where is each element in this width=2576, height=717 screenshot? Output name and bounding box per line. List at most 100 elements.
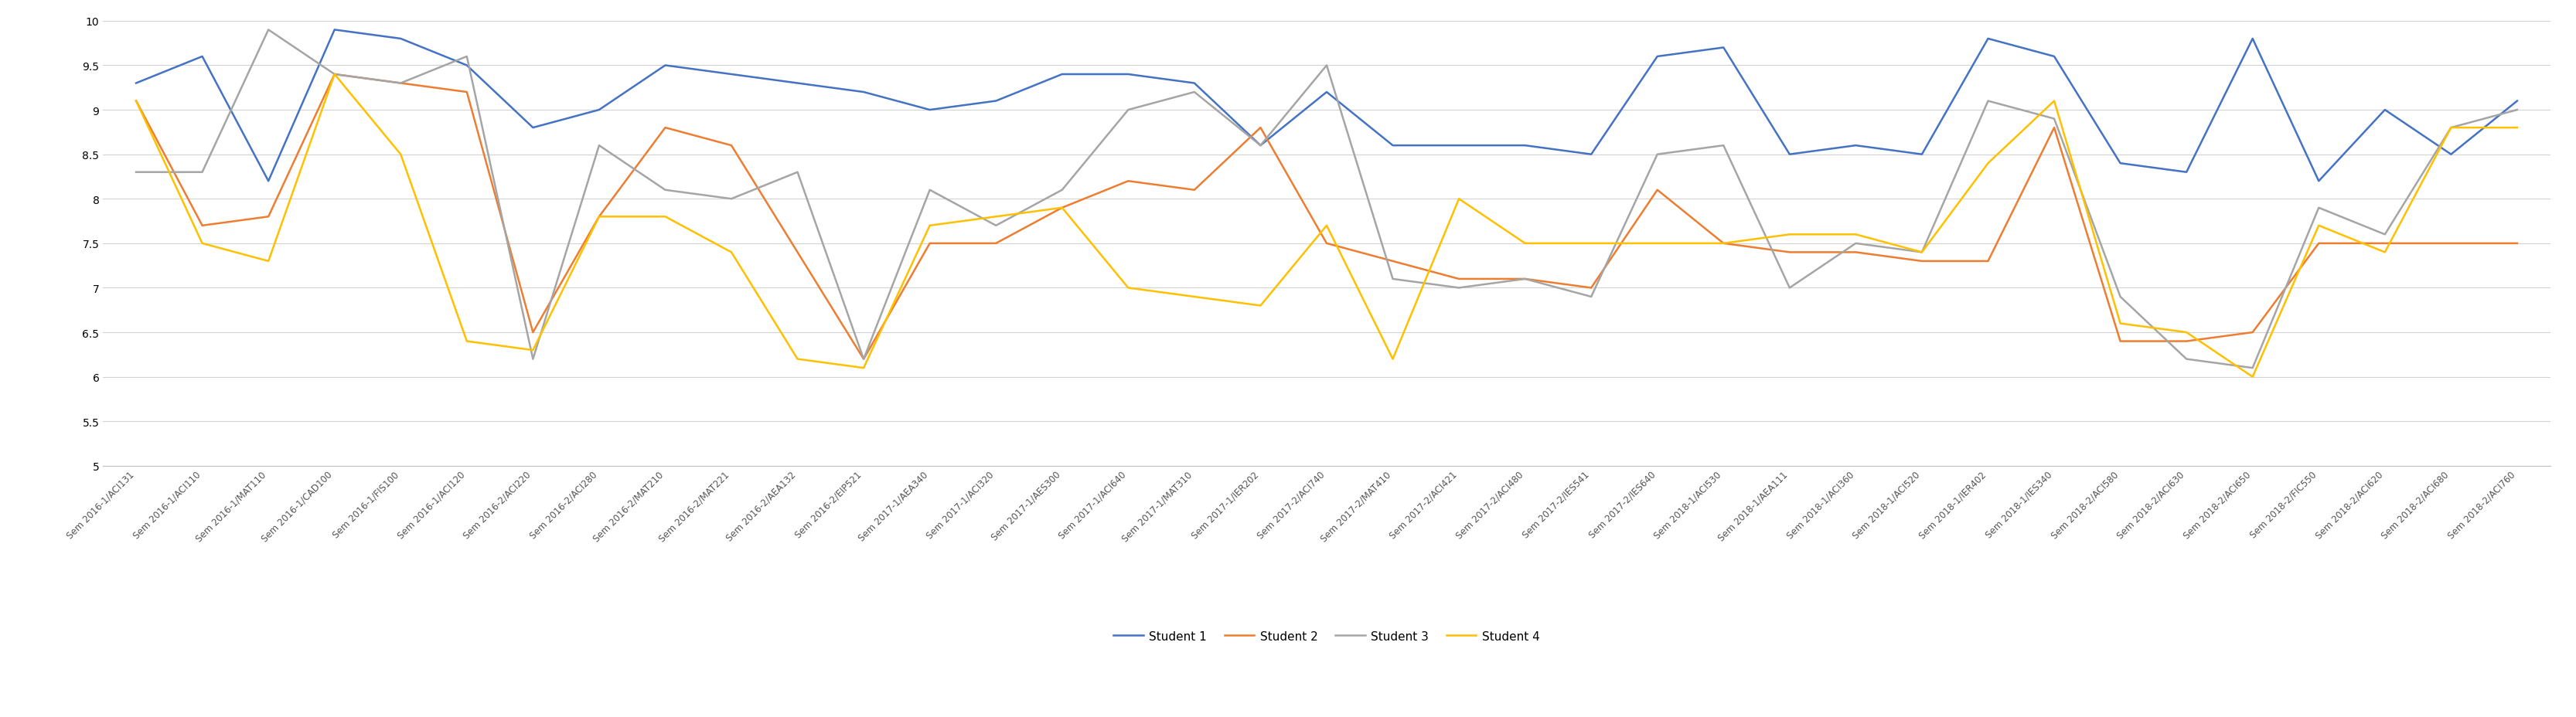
- Student 2: [319, 70, 350, 79]
- Student 1: [518, 124, 549, 133]
- Student 2: [981, 239, 1012, 248]
- Student 2: [1113, 177, 1144, 186]
- Student 4: [2105, 320, 2136, 328]
- Student 4: [1378, 355, 1409, 364]
- Student 2: [649, 124, 680, 133]
- Student 4: [1113, 284, 1144, 293]
- Student 3: [2038, 115, 2069, 123]
- Student 3: [2501, 106, 2532, 115]
- Student 1: [649, 62, 680, 70]
- Student 3: [2370, 231, 2401, 239]
- Student 4: [1180, 293, 1211, 301]
- Line: Student 1: Student 1: [137, 30, 2517, 181]
- Student 4: [451, 337, 482, 346]
- Student 1: [451, 62, 482, 70]
- Student 3: [2172, 355, 2202, 364]
- Student 4: [914, 222, 945, 230]
- Student 2: [1708, 239, 1739, 248]
- Student 4: [1641, 239, 1672, 248]
- Student 2: [848, 355, 878, 364]
- Student 2: [2434, 239, 2465, 248]
- Student 2: [1244, 124, 1275, 133]
- Student 2: [1046, 204, 1077, 212]
- Student 3: [1311, 62, 1342, 70]
- Student 3: [386, 80, 417, 88]
- Student 4: [2370, 248, 2401, 257]
- Student 4: [386, 151, 417, 159]
- Student 3: [783, 168, 814, 177]
- Student 3: [2236, 364, 2267, 373]
- Student 4: [2434, 124, 2465, 133]
- Student 1: [716, 70, 747, 79]
- Student 1: [1244, 142, 1275, 151]
- Student 2: [518, 328, 549, 337]
- Student 1: [2303, 177, 2334, 186]
- Student 2: [2236, 328, 2267, 337]
- Student 3: [1577, 293, 1607, 301]
- Student 4: [1775, 231, 1806, 239]
- Student 4: [783, 355, 814, 364]
- Student 3: [1839, 239, 1870, 248]
- Student 4: [585, 213, 616, 222]
- Student 3: [188, 168, 219, 177]
- Student 4: [2038, 98, 2069, 106]
- Student 4: [649, 213, 680, 222]
- Student 2: [2501, 239, 2532, 248]
- Student 4: [252, 257, 283, 266]
- Student 3: [2105, 293, 2136, 301]
- Student 1: [1510, 142, 1540, 151]
- Student 1: [783, 80, 814, 88]
- Student 3: [1113, 106, 1144, 115]
- Student 2: [1906, 257, 1937, 266]
- Student 4: [1906, 248, 1937, 257]
- Student 3: [1443, 284, 1473, 293]
- Student 4: [2236, 373, 2267, 381]
- Line: Student 4: Student 4: [137, 75, 2517, 377]
- Student 1: [1113, 70, 1144, 79]
- Student 1: [2370, 106, 2401, 115]
- Student 4: [1973, 159, 2004, 168]
- Student 1: [1906, 151, 1937, 159]
- Student 1: [1775, 151, 1806, 159]
- Student 3: [1641, 151, 1672, 159]
- Student 3: [1378, 275, 1409, 284]
- Student 3: [1244, 142, 1275, 151]
- Student 4: [848, 364, 878, 373]
- Student 4: [1311, 222, 1342, 230]
- Student 3: [649, 186, 680, 195]
- Student 2: [1641, 186, 1672, 195]
- Student 4: [1577, 239, 1607, 248]
- Student 3: [1906, 248, 1937, 257]
- Student 2: [2105, 337, 2136, 346]
- Student 1: [1973, 35, 2004, 44]
- Student 3: [1708, 142, 1739, 151]
- Student 3: [451, 53, 482, 62]
- Student 2: [1973, 257, 2004, 266]
- Student 1: [1311, 88, 1342, 97]
- Student 2: [1443, 275, 1473, 284]
- Student 1: [1180, 80, 1211, 88]
- Student 1: [1577, 151, 1607, 159]
- Student 2: [1180, 186, 1211, 195]
- Line: Student 2: Student 2: [137, 75, 2517, 359]
- Student 2: [2172, 337, 2202, 346]
- Student 1: [2105, 159, 2136, 168]
- Student 1: [585, 106, 616, 115]
- Student 4: [1510, 239, 1540, 248]
- Student 3: [848, 355, 878, 364]
- Student 1: [188, 53, 219, 62]
- Student 1: [1641, 53, 1672, 62]
- Student 1: [848, 88, 878, 97]
- Student 4: [981, 213, 1012, 222]
- Student 3: [2303, 204, 2334, 212]
- Student 4: [716, 248, 747, 257]
- Student 4: [188, 239, 219, 248]
- Student 3: [2434, 124, 2465, 133]
- Student 4: [2501, 124, 2532, 133]
- Student 2: [252, 213, 283, 222]
- Student 1: [981, 98, 1012, 106]
- Student 2: [1775, 248, 1806, 257]
- Student 1: [1443, 142, 1473, 151]
- Student 2: [121, 98, 152, 106]
- Student 4: [1708, 239, 1739, 248]
